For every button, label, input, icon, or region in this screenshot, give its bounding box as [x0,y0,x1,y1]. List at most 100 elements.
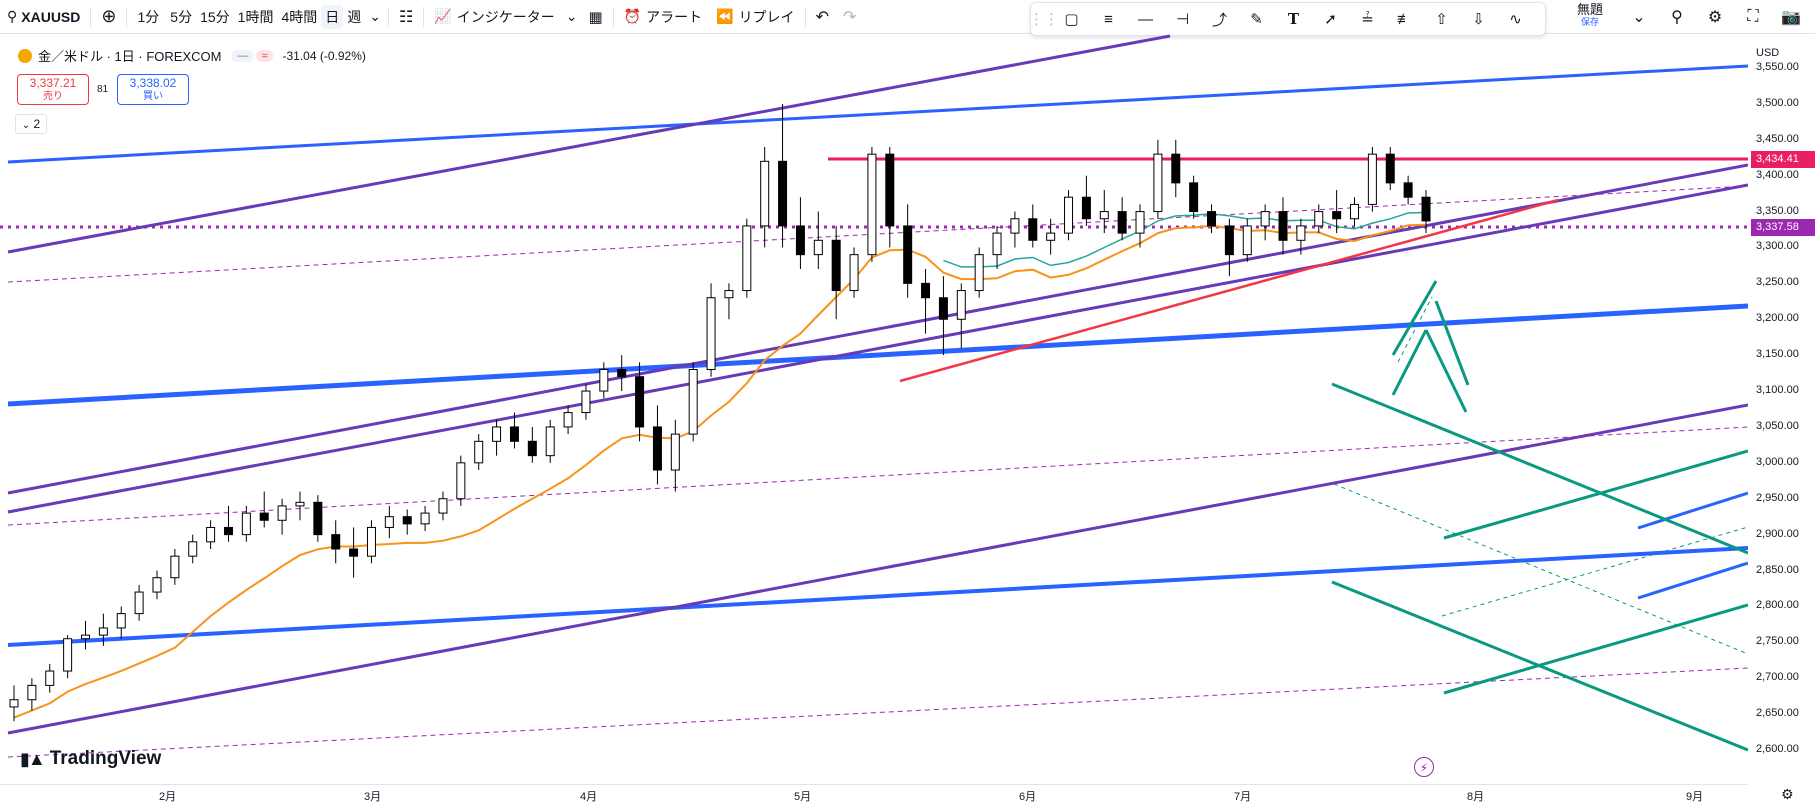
blue-short-line-2[interactable] [1637,561,1748,600]
indicators-dropdown[interactable]: ⌄ [562,0,582,33]
ask-price: 3,338.02 [129,76,177,90]
parallel-channel-tool[interactable]: ≟ [1349,4,1386,34]
forecast-tool[interactable]: ∿ [1497,4,1534,34]
fib-tool[interactable]: ≡ [1090,4,1127,34]
currency-label[interactable]: USD [1756,47,1780,59]
interval-1m[interactable]: 1分 [130,0,166,33]
interval-label: 15分 [200,8,230,25]
ask-label: 買い [143,91,163,102]
candle [760,146,770,248]
green-dashed-lines[interactable] [1333,296,1748,655]
purple-trendline-1[interactable] [7,34,1171,254]
horizontal-line-tool[interactable]: — [1127,4,1164,34]
candle [706,283,716,377]
long-position-tool[interactable]: ⇧ [1423,4,1460,34]
compare-button[interactable]: ⊕ [94,0,123,33]
candles-icon: ☷ [398,8,414,26]
buy-button[interactable]: 3,338.02 買い [117,74,189,105]
candle [241,505,251,542]
interval-label: 週 [347,8,362,25]
price-axis-label: 3,350.00 [1756,204,1799,217]
price-axis-label: 3,300.00 [1756,240,1799,253]
blue-trendline-top[interactable] [7,64,1748,164]
interval-5m[interactable]: 5分 [166,0,196,33]
purple-trendline-2[interactable] [7,163,1748,495]
interval-15m[interactable]: 15分 [196,0,234,33]
purple-trendline-4[interactable] [7,403,1748,735]
blue-short-line-1[interactable] [1637,491,1748,530]
snapshot-button[interactable]: 📷 [1772,7,1810,27]
candle [867,146,877,262]
chevron-down-icon: ⌄ [369,8,381,24]
candle [652,405,662,485]
settings-button[interactable]: ⚙ [1696,7,1734,27]
quick-search-button[interactable]: ⚲ [1658,7,1696,27]
candle [474,434,484,471]
blue-trendline-bottom[interactable] [7,546,1748,647]
current-price-tag: 3,337.58 [1751,219,1815,236]
price-chart[interactable] [0,34,1748,784]
drag-handle-icon[interactable]: ⋮⋮ [1029,11,1059,28]
trendline-icon: ➚ [1324,11,1337,28]
fullscreen-button[interactable]: ⛶ [1734,8,1772,26]
trendline-tool[interactable]: ➚ [1312,4,1349,34]
interval-1d[interactable]: 日 [321,4,344,29]
candle [635,362,645,442]
red-support-trendline[interactable] [899,198,1559,383]
blue-trendline-middle[interactable] [7,303,1748,407]
arrow-down-icon: ⇩ [1472,11,1485,28]
price-axis-label: 3,150.00 [1756,348,1799,361]
indicator-count: 2 [33,117,41,131]
candle [670,419,680,492]
green-scenario-lines[interactable] [1331,280,1748,752]
save-dropdown[interactable]: ⌄ [1620,7,1658,27]
purple-dashed-2[interactable] [7,426,1748,526]
compare-toggle[interactable]: ≈ [256,49,273,62]
gear-icon[interactable]: ⚙ [1781,786,1794,802]
candle [295,491,305,521]
interval-1w[interactable]: 週 [343,0,365,33]
indicator-collapse-button[interactable]: ⌄ 2 [15,114,47,134]
short-position-tool[interactable]: ⇩ [1460,4,1497,34]
candle [456,455,466,506]
save-button[interactable]: 無題 保存 [1570,3,1610,29]
rewind-icon: ⏪ [716,8,734,24]
price-axis-label: 3,400.00 [1756,168,1799,181]
layout-title: 無題 [1576,2,1603,17]
sell-button[interactable]: 3,337.21 売り [17,74,89,105]
redo-button[interactable]: ↷ [836,0,863,33]
purple-dashed-3[interactable] [7,667,1748,758]
flash-event-icon[interactable]: ⚡ [1414,757,1434,777]
interval-1h[interactable]: 1時間 [234,0,278,33]
candle [1350,197,1360,226]
indicators-button[interactable]: 📈 インジケーター [427,0,561,33]
path-tool[interactable]: ⤴ [1201,4,1238,34]
alarm-clock-icon: ⏰ [623,8,642,24]
purple-dashed-1[interactable] [7,185,1748,283]
candle [420,505,430,532]
alert-button[interactable]: ⏰ アラート [617,0,709,33]
camera-icon: 📷 [1781,8,1801,26]
interval-4h[interactable]: 4時間 [277,0,321,33]
purple-trendline-3[interactable] [7,183,1748,514]
undo-icon: ↶ [815,8,829,26]
symbol-search[interactable]: ⚲ XAUUSD [0,0,87,33]
brush-tool[interactable]: ✎ [1238,4,1275,34]
visibility-toggle[interactable]: — [231,49,255,62]
candle [1081,175,1091,226]
undo-button[interactable]: ↶ [809,0,836,33]
interval-dropdown[interactable]: ⌄ [365,0,385,33]
pitchfork-tool[interactable]: ≢ [1386,4,1423,34]
candle [1385,146,1395,191]
rectangle-tool[interactable]: ▢ [1053,4,1090,34]
chart-legend: 金／米ドル · 1日 · FOREXCOM — ≈ -31.04 (-0.92%… [18,46,366,65]
plus-circle-icon: ⊕ [101,6,117,26]
horizontal-ray-tool[interactable]: ⊣ [1164,4,1201,34]
candle [206,520,216,549]
layout-button[interactable]: ▦ [582,0,610,33]
interval-label: 日 [325,8,340,25]
text-tool[interactable]: T [1275,4,1312,34]
time-axis[interactable] [0,784,1748,809]
replay-button[interactable]: ⏪ リプレイ [709,0,801,33]
chart-type-button[interactable]: ☷ [392,0,420,33]
